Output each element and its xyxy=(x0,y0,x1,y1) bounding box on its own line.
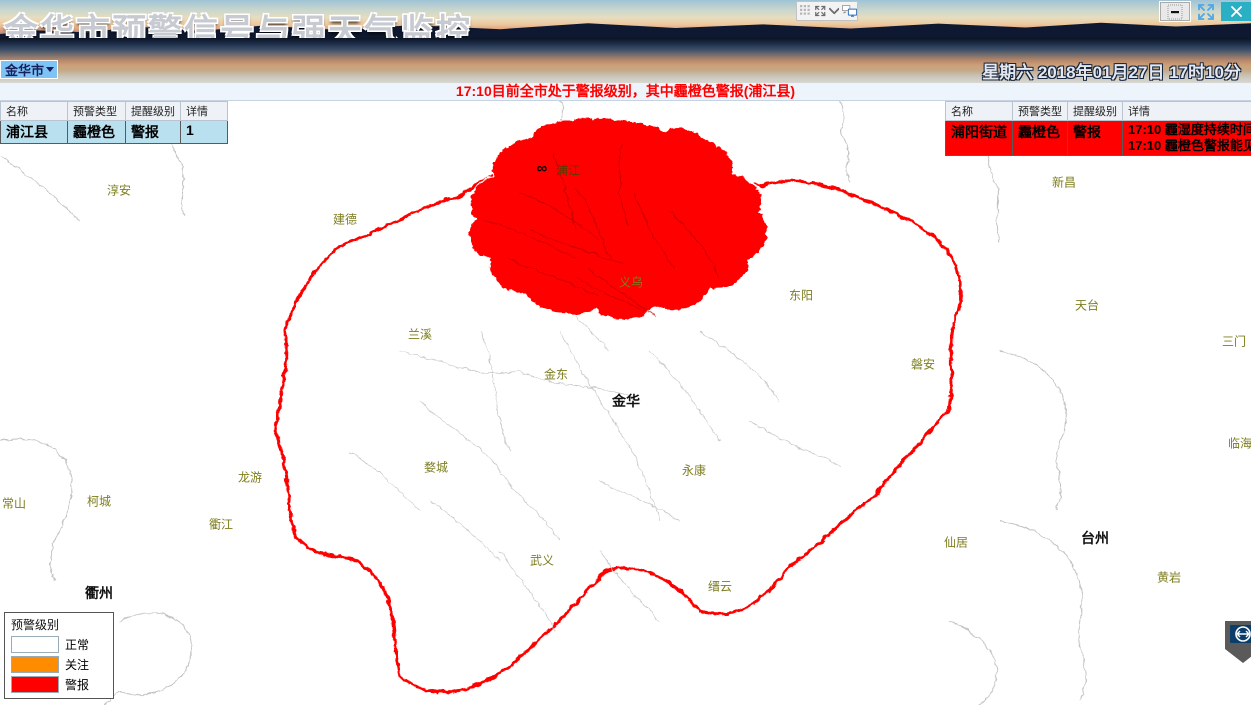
svg-text:∞: ∞ xyxy=(537,160,548,177)
